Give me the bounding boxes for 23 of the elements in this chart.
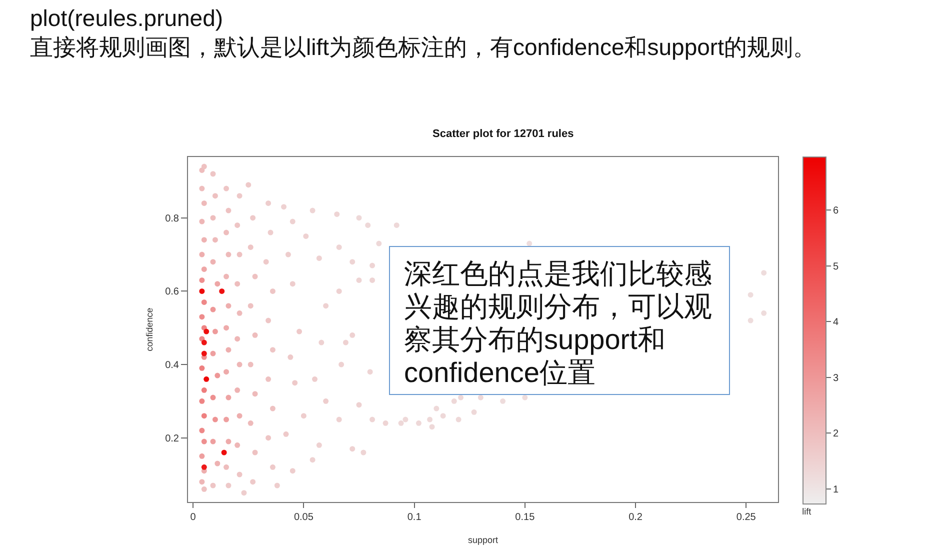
y-tick-label: 0.8 bbox=[165, 213, 180, 224]
x-tick-label: 0.15 bbox=[515, 512, 536, 523]
x-axis-title: support bbox=[468, 534, 499, 545]
color-bar-label: 6 bbox=[833, 206, 839, 216]
color-bar-label: 2 bbox=[833, 428, 839, 440]
x-tick-label: 0.1 bbox=[407, 512, 422, 523]
text: 直接将规则画图，默认是以lift为颜色标注的，有confidence和support的规则。 bbox=[30, 33, 816, 62]
color-bar-label: 1 bbox=[833, 484, 839, 496]
x-tick-label: 0 bbox=[190, 512, 196, 523]
color-bar-label: 3 bbox=[833, 372, 839, 384]
x-tick-label: 0.25 bbox=[736, 512, 756, 523]
color-bar-label: 5 bbox=[833, 261, 839, 272]
x-tick-label: 0.05 bbox=[294, 512, 314, 523]
annotation: 深红色的点是我们比较感兴趣的规则分布，可以观察其分布的support和confidence位置 bbox=[389, 246, 730, 395]
y-axis-title: confidence bbox=[144, 308, 154, 352]
color-bar-title: lift bbox=[802, 506, 812, 516]
chart-title: Scatter plot for 12701 rules bbox=[432, 128, 574, 140]
text: plot(reules.pruned) bbox=[30, 4, 224, 33]
x-tick-label: 0.2 bbox=[628, 512, 643, 523]
y-tick-label: 0.4 bbox=[165, 360, 180, 372]
color-bar-label: 4 bbox=[833, 317, 839, 328]
y-tick-label: 0.2 bbox=[165, 433, 180, 444]
y-tick-label: 0.6 bbox=[165, 286, 180, 298]
